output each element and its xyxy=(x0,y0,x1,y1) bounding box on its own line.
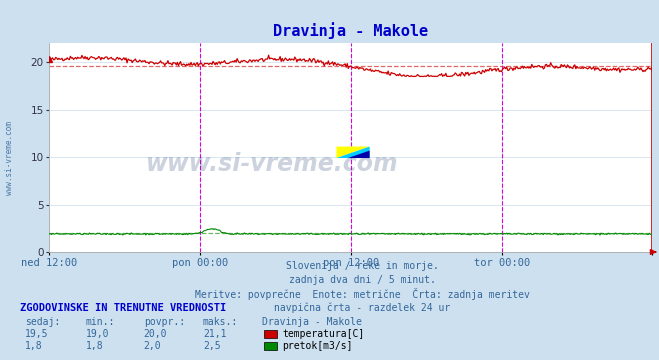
Text: 19,5: 19,5 xyxy=(25,329,49,339)
Text: 1,8: 1,8 xyxy=(86,341,103,351)
Text: povpr.:: povpr.: xyxy=(144,317,185,327)
Text: navpična črta - razdelek 24 ur: navpična črta - razdelek 24 ur xyxy=(274,302,451,312)
Text: zadnja dva dni / 5 minut.: zadnja dva dni / 5 minut. xyxy=(289,275,436,285)
Text: 20,0: 20,0 xyxy=(144,329,167,339)
Title: Dravinja - Makole: Dravinja - Makole xyxy=(273,22,428,39)
Text: 2,5: 2,5 xyxy=(203,341,221,351)
Text: pretok[m3/s]: pretok[m3/s] xyxy=(282,341,353,351)
Text: ZGODOVINSKE IN TRENUTNE VREDNOSTI: ZGODOVINSKE IN TRENUTNE VREDNOSTI xyxy=(20,303,226,314)
Text: 21,1: 21,1 xyxy=(203,329,227,339)
Polygon shape xyxy=(348,150,370,158)
Polygon shape xyxy=(337,147,370,158)
Text: maks.:: maks.: xyxy=(203,317,238,327)
Text: min.:: min.: xyxy=(86,317,115,327)
Text: sedaj:: sedaj: xyxy=(25,317,60,327)
Text: Dravinja - Makole: Dravinja - Makole xyxy=(262,317,362,327)
Text: Meritve: povprečne  Enote: metrične  Črta: zadnja meritev: Meritve: povprečne Enote: metrične Črta:… xyxy=(195,288,530,300)
Text: www.si-vreme.com: www.si-vreme.com xyxy=(5,121,14,195)
Text: 1,8: 1,8 xyxy=(25,341,43,351)
Text: Slovenija / reke in morje.: Slovenija / reke in morje. xyxy=(286,261,439,271)
Polygon shape xyxy=(337,147,370,158)
Text: 19,0: 19,0 xyxy=(86,329,109,339)
Text: 2,0: 2,0 xyxy=(144,341,161,351)
Text: temperatura[C]: temperatura[C] xyxy=(282,329,364,339)
Text: www.si-vreme.com: www.si-vreme.com xyxy=(146,152,399,176)
